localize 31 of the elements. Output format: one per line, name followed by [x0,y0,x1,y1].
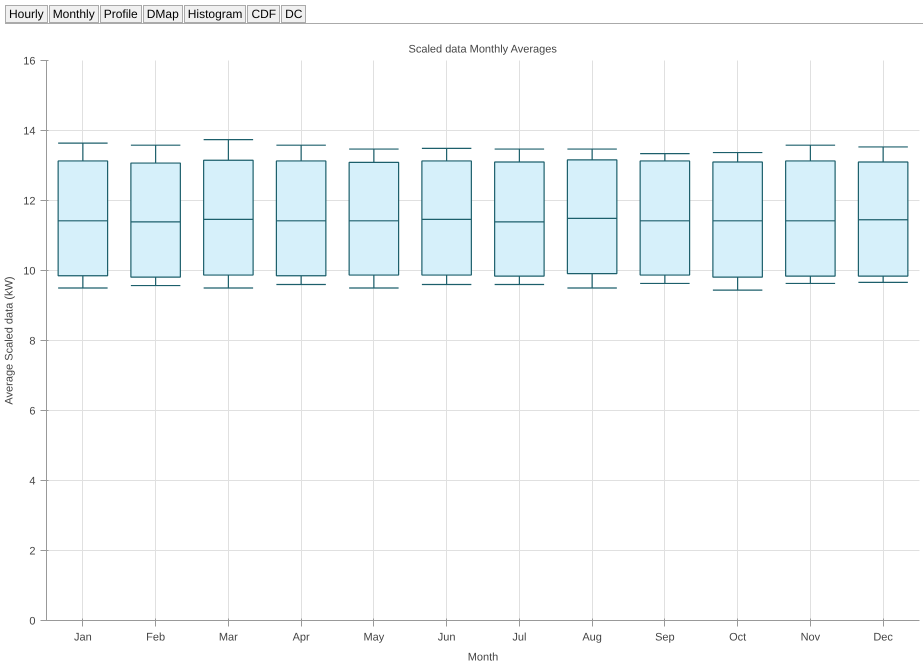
y-tick-label: 14 [23,126,36,138]
y-tick-label: 16 [23,56,36,68]
x-tick-label: Apr [292,632,310,644]
text: DMap [142,5,183,23]
y-tick-label: 12 [23,196,36,208]
x-tick-label: May [363,632,385,644]
y-axis-title: Average Scaled data (kW) [3,276,16,405]
y-tick-label: 0 [29,616,36,628]
text: Histogram [184,5,246,23]
text: DC [281,5,306,23]
y-tick-label: 2 [29,546,36,558]
y-tick-label: 4 [29,476,36,488]
x-tick-label: Jun [438,632,456,644]
x-tick-label: Sep [655,632,675,644]
y-tick-label: 8 [29,336,36,348]
x-tick-label: Jan [74,632,92,644]
text: Profile [100,5,142,23]
text: Hourly [5,5,48,23]
y-tick-label: 10 [23,266,36,278]
x-tick-label: Feb [146,632,166,644]
text: CDF [247,5,280,23]
x-tick-label: Jul [512,632,526,644]
text: Monthly [48,5,99,23]
x-tick-label: Mar [218,632,238,644]
x-axis-title: Month [468,652,498,664]
x-tick-label: Dec [873,632,894,644]
chart-title: Scaled data Monthly Averages [408,44,558,56]
x-tick-label: Oct [729,632,746,644]
y-tick-label: 6 [29,406,36,418]
x-tick-label: Aug [582,632,602,644]
x-tick-label: Nov [800,632,821,644]
